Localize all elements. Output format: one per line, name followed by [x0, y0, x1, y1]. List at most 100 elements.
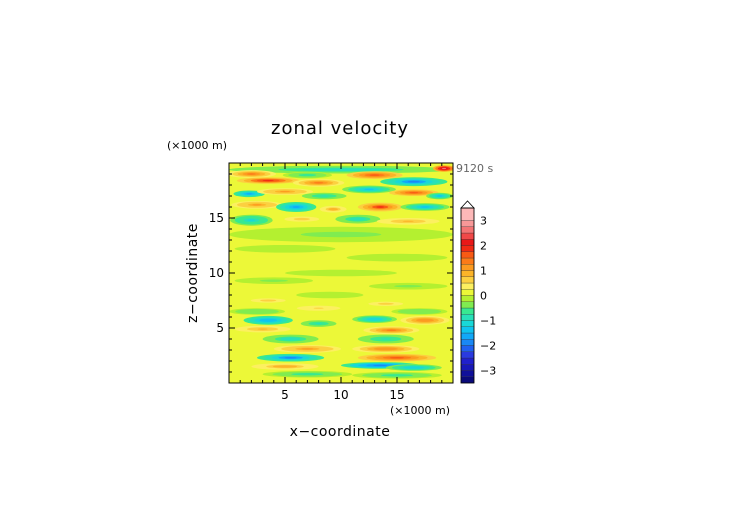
velocity-cell — [296, 291, 364, 299]
colorbar-overflow-arrow — [460, 200, 475, 209]
velocity-cell — [380, 177, 448, 187]
velocity-cell — [342, 185, 396, 194]
contour-band — [330, 208, 336, 210]
colorbar-swatch — [460, 307, 475, 315]
colorbar-tick-label: −3 — [480, 365, 496, 378]
colorbar-tick-label: −1 — [480, 315, 496, 328]
velocity-cell — [426, 192, 453, 200]
contour-band — [251, 310, 263, 313]
velocity-cell — [257, 353, 325, 362]
contour-band — [292, 206, 300, 208]
colorbar-swatch — [460, 376, 475, 384]
colorbar-swatch — [460, 351, 475, 359]
contour-band — [313, 182, 324, 184]
colorbar-swatch — [460, 289, 475, 296]
velocity-cell — [369, 282, 448, 290]
colorbar-swatch — [460, 345, 475, 352]
velocity-cell — [292, 178, 345, 187]
velocity-cell — [363, 326, 420, 335]
colorbar-swatch — [460, 276, 475, 284]
contour-band — [263, 319, 273, 322]
contour-band — [420, 319, 430, 322]
contour-band — [323, 294, 336, 296]
velocity-cell — [257, 188, 313, 195]
velocity-cell — [346, 171, 403, 179]
colorbar-swatch — [460, 251, 475, 259]
velocity-cell — [357, 353, 437, 362]
velocity-cell — [262, 334, 319, 344]
velocity-cell — [279, 215, 325, 223]
velocity-cell — [376, 218, 440, 225]
contour-band — [299, 373, 316, 375]
colorbar-swatch — [460, 301, 475, 309]
colorbar-swatch — [460, 320, 475, 327]
contour-band — [266, 280, 281, 282]
velocity-cell — [300, 320, 337, 327]
contour-band — [302, 174, 312, 176]
y-axis-label: z−coordinate — [185, 223, 201, 323]
colorbar-swatch — [460, 370, 475, 377]
velocity-cell — [251, 363, 319, 370]
velocity-cell — [233, 190, 265, 198]
y-tick-label: 5 — [216, 321, 224, 335]
colorbar-swatch — [460, 282, 475, 290]
contour-band — [262, 180, 274, 182]
velocity-cell — [290, 304, 347, 312]
velocity-field — [229, 163, 453, 383]
contour-band — [264, 300, 273, 301]
y-tick-label: 10 — [209, 266, 224, 280]
velocity-cell — [391, 308, 448, 315]
velocity-cell — [262, 370, 353, 378]
velocity-cell — [389, 189, 439, 196]
colorbar-swatch — [460, 270, 475, 277]
colorbar-swatch — [460, 364, 475, 371]
velocity-cell — [352, 345, 420, 353]
velocity-cell — [352, 315, 397, 324]
colorbar-swatch — [460, 226, 475, 234]
contour-band — [369, 174, 380, 176]
x-axis-label: x−coordinate — [290, 424, 391, 440]
velocity-cell — [432, 165, 453, 172]
chart-title: zonal velocity — [271, 118, 409, 139]
velocity-cell — [230, 214, 273, 226]
velocity-cell — [245, 297, 291, 304]
velocity-cell — [301, 192, 347, 200]
velocity-cell — [234, 277, 313, 285]
velocity-cell — [400, 315, 450, 325]
x-tick-label: 5 — [281, 388, 289, 402]
velocity-cell — [234, 244, 336, 253]
contour-band — [353, 218, 362, 220]
contour-band — [373, 364, 388, 366]
contour-band — [278, 365, 292, 368]
velocity-cell — [231, 200, 283, 209]
colorbar-swatch — [460, 239, 475, 246]
contour-band — [402, 220, 414, 222]
velocity-cell — [229, 170, 277, 178]
contour-band — [320, 233, 362, 236]
time-label: 9120 s — [456, 162, 493, 175]
y-tick-label: 15 — [209, 211, 224, 225]
contour-band — [389, 357, 405, 359]
contour-band — [387, 256, 407, 259]
velocity-cell — [363, 301, 409, 307]
contour-band — [388, 374, 406, 376]
colorbar-tick-label: 0 — [480, 290, 487, 303]
colorbar-swatch — [460, 264, 475, 271]
contour-band — [414, 310, 425, 313]
contour-band — [401, 285, 416, 287]
velocity-cell — [273, 345, 341, 353]
y-unit-label: (×1000 m) — [167, 139, 227, 152]
colorbar-swatch — [460, 314, 475, 321]
velocity-cell — [357, 202, 403, 212]
contour-band — [315, 323, 322, 325]
velocity-cell — [285, 269, 397, 277]
velocity-cell — [352, 372, 442, 379]
colorbar-swatch — [460, 357, 475, 365]
x-tick-label: 10 — [333, 388, 348, 402]
contour-band — [330, 272, 352, 274]
colorbar-tick-label: 1 — [480, 265, 487, 278]
contour-band — [285, 338, 296, 340]
contour-band — [313, 307, 324, 309]
colorbar-swatch — [460, 332, 475, 340]
